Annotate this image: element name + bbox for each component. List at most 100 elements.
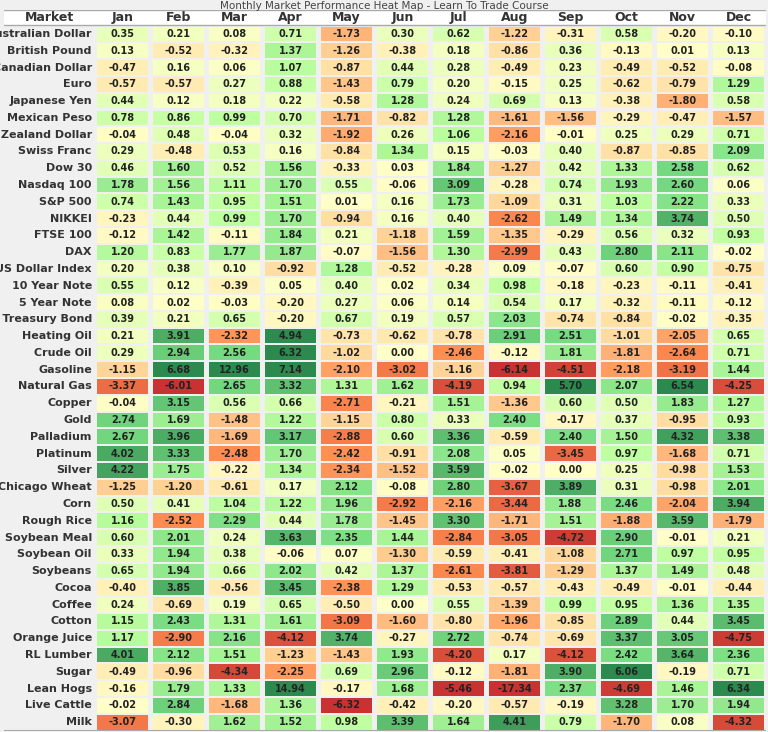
Bar	[153, 681, 204, 696]
Text: 0.17: 0.17	[279, 482, 303, 492]
Bar	[209, 94, 260, 108]
Text: 0.42: 0.42	[335, 566, 359, 576]
Bar	[321, 144, 372, 159]
Bar	[97, 60, 148, 75]
Bar	[153, 77, 204, 92]
Text: -0.41: -0.41	[724, 281, 753, 291]
Text: 3.85: 3.85	[167, 583, 190, 593]
Text: Chicago Wheat: Chicago Wheat	[0, 482, 92, 492]
Text: 1.70: 1.70	[670, 701, 694, 710]
Bar	[97, 396, 148, 411]
Text: 1.70: 1.70	[279, 214, 303, 223]
Text: 0.13: 0.13	[111, 45, 134, 56]
Text: 0.60: 0.60	[391, 432, 415, 442]
Text: 1.29: 1.29	[727, 79, 750, 89]
Text: -0.29: -0.29	[613, 113, 641, 123]
Text: 0.16: 0.16	[167, 62, 190, 72]
Text: 0.97: 0.97	[614, 449, 638, 458]
Text: 0.67: 0.67	[335, 314, 359, 324]
Text: May: May	[333, 11, 361, 23]
Text: 0.98: 0.98	[335, 717, 359, 727]
Bar	[489, 648, 540, 662]
Text: 0.98: 0.98	[502, 281, 527, 291]
Bar	[713, 77, 764, 92]
Bar	[153, 530, 204, 545]
Bar	[153, 513, 204, 528]
Text: -0.57: -0.57	[164, 79, 193, 89]
Bar	[321, 648, 372, 662]
Text: 0.07: 0.07	[335, 549, 359, 559]
Text: 1.51: 1.51	[447, 398, 471, 408]
Bar	[545, 111, 596, 125]
Text: -1.23: -1.23	[276, 650, 305, 660]
Text: 1.11: 1.11	[223, 180, 247, 190]
Bar	[153, 714, 204, 730]
Bar	[265, 648, 316, 662]
Text: New Zealand Dollar: New Zealand Dollar	[0, 130, 92, 140]
Text: NIKKEI: NIKKEI	[50, 214, 92, 223]
Text: -0.98: -0.98	[668, 466, 697, 475]
Bar	[601, 111, 652, 125]
Text: -0.85: -0.85	[557, 616, 584, 627]
Bar	[97, 244, 148, 260]
Text: Dec: Dec	[726, 11, 752, 23]
Text: Apr: Apr	[278, 11, 303, 23]
Text: 0.74: 0.74	[111, 197, 134, 207]
Bar	[713, 144, 764, 159]
Text: 4.01: 4.01	[111, 650, 134, 660]
Bar	[657, 295, 708, 310]
Text: 2.65: 2.65	[223, 381, 247, 392]
Text: 3.33: 3.33	[167, 449, 190, 458]
Text: 0.58: 0.58	[727, 96, 750, 106]
Bar	[265, 362, 316, 377]
Bar	[433, 261, 485, 277]
Bar	[265, 261, 316, 277]
Text: 0.71: 0.71	[727, 348, 750, 358]
Text: 1.04: 1.04	[223, 499, 247, 509]
Text: 14.94: 14.94	[275, 684, 306, 694]
Bar	[489, 714, 540, 730]
Text: 0.21: 0.21	[111, 331, 134, 341]
Bar	[97, 195, 148, 209]
Text: 3.09: 3.09	[447, 180, 471, 190]
Bar	[321, 379, 372, 394]
Text: Sugar: Sugar	[55, 667, 92, 677]
Text: 0.50: 0.50	[727, 214, 750, 223]
Bar	[153, 597, 204, 612]
Bar	[97, 94, 148, 108]
Bar	[97, 111, 148, 125]
Bar	[321, 127, 372, 142]
Text: -0.59: -0.59	[501, 432, 528, 442]
Bar	[321, 312, 372, 326]
Text: -1.08: -1.08	[557, 549, 584, 559]
Text: 0.93: 0.93	[727, 231, 750, 240]
Bar	[657, 430, 708, 444]
Bar	[713, 379, 764, 394]
Bar	[97, 212, 148, 226]
Bar	[97, 648, 148, 662]
Text: 2.56: 2.56	[223, 348, 247, 358]
Bar	[601, 530, 652, 545]
Text: Nasdaq 100: Nasdaq 100	[18, 180, 92, 190]
Text: -0.03: -0.03	[501, 146, 528, 157]
Bar	[545, 212, 596, 226]
Bar	[545, 312, 596, 326]
Text: -1.88: -1.88	[612, 516, 641, 526]
Bar	[321, 479, 372, 495]
Text: Gold: Gold	[64, 415, 92, 425]
Text: -1.80: -1.80	[668, 96, 697, 106]
Bar	[321, 26, 372, 41]
Text: 0.34: 0.34	[447, 281, 471, 291]
Bar	[97, 77, 148, 92]
Bar	[209, 564, 260, 578]
Text: -0.19: -0.19	[668, 667, 697, 677]
Text: 0.50: 0.50	[111, 499, 134, 509]
Bar	[321, 413, 372, 427]
Text: -2.64: -2.64	[668, 348, 697, 358]
Bar	[433, 111, 485, 125]
Bar	[545, 597, 596, 612]
Bar	[545, 261, 596, 277]
Bar	[209, 631, 260, 646]
Bar	[265, 597, 316, 612]
Bar	[433, 396, 485, 411]
